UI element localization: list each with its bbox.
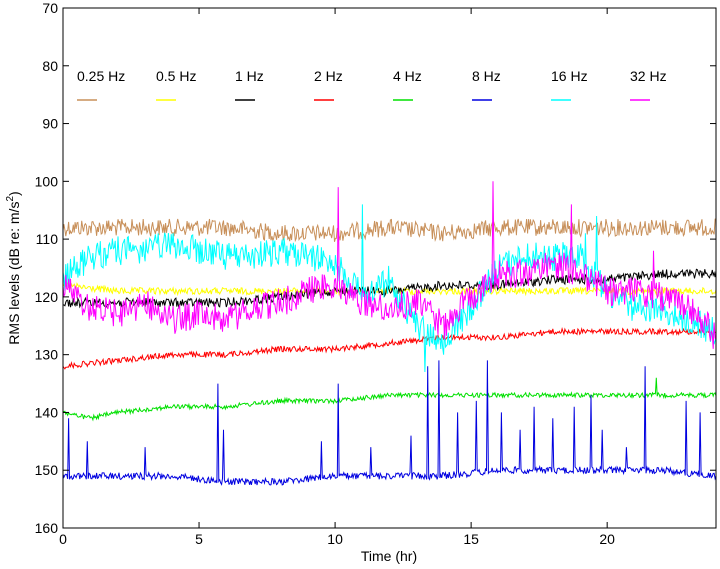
series-line-32-hz [62,181,717,349]
legend-label-4-hz: 4 Hz [393,68,422,84]
legend-label-05-hz: 0.5 Hz [156,68,196,84]
y-tick-label: 160 [35,520,59,536]
y-axis-title-superscript: 2 [5,196,16,202]
legend-label-025-hz: 0.25 Hz [77,68,125,84]
x-tick-label: 20 [599,531,615,547]
legend-label-32-hz: 32 Hz [630,68,667,84]
y-tick-label: 120 [35,289,59,305]
y-tick-label: 110 [36,231,59,247]
y-tick-label: 150 [35,462,59,478]
legend-label-8-hz: 8 Hz [472,68,501,84]
y-tick-label: 130 [35,347,59,363]
legend-label-2-hz: 2 Hz [314,68,343,84]
y-tick-label: 90 [42,116,58,132]
x-tick-label: 0 [59,531,67,547]
plot-frame [62,7,717,529]
y-tick-label: 70 [42,0,58,16]
x-axis-title: Time (hr) [361,548,417,564]
y-axis-title-main: RMS levels (dB re: m/s [6,202,22,345]
y-axis-title-tail: ) [6,191,22,196]
y-tick-label: 140 [35,404,59,420]
series-line-025-hz [62,218,717,243]
x-tick-label: 5 [195,531,203,547]
x-tick-label: 10 [327,531,343,547]
y-tick-label: 80 [42,58,58,74]
series-layer [62,181,717,486]
series-line-1-hz [62,268,717,309]
legend-label-1-hz: 1 Hz [235,68,264,84]
series-line-2-hz [62,327,717,370]
x-tick-label: 15 [463,531,479,547]
y-axis-title: RMS levels (dB re: m/s2) [5,191,22,344]
legend-label-16-hz: 16 Hz [551,68,588,84]
series-line-4-hz [62,377,717,422]
y-tick-label: 100 [35,173,59,189]
legend: 0.25 Hz 0.5 Hz 1 Hz 2 Hz 4 Hz 8 Hz 16 Hz 32 Hz [77,68,667,101]
series-line-8-hz [62,360,717,486]
